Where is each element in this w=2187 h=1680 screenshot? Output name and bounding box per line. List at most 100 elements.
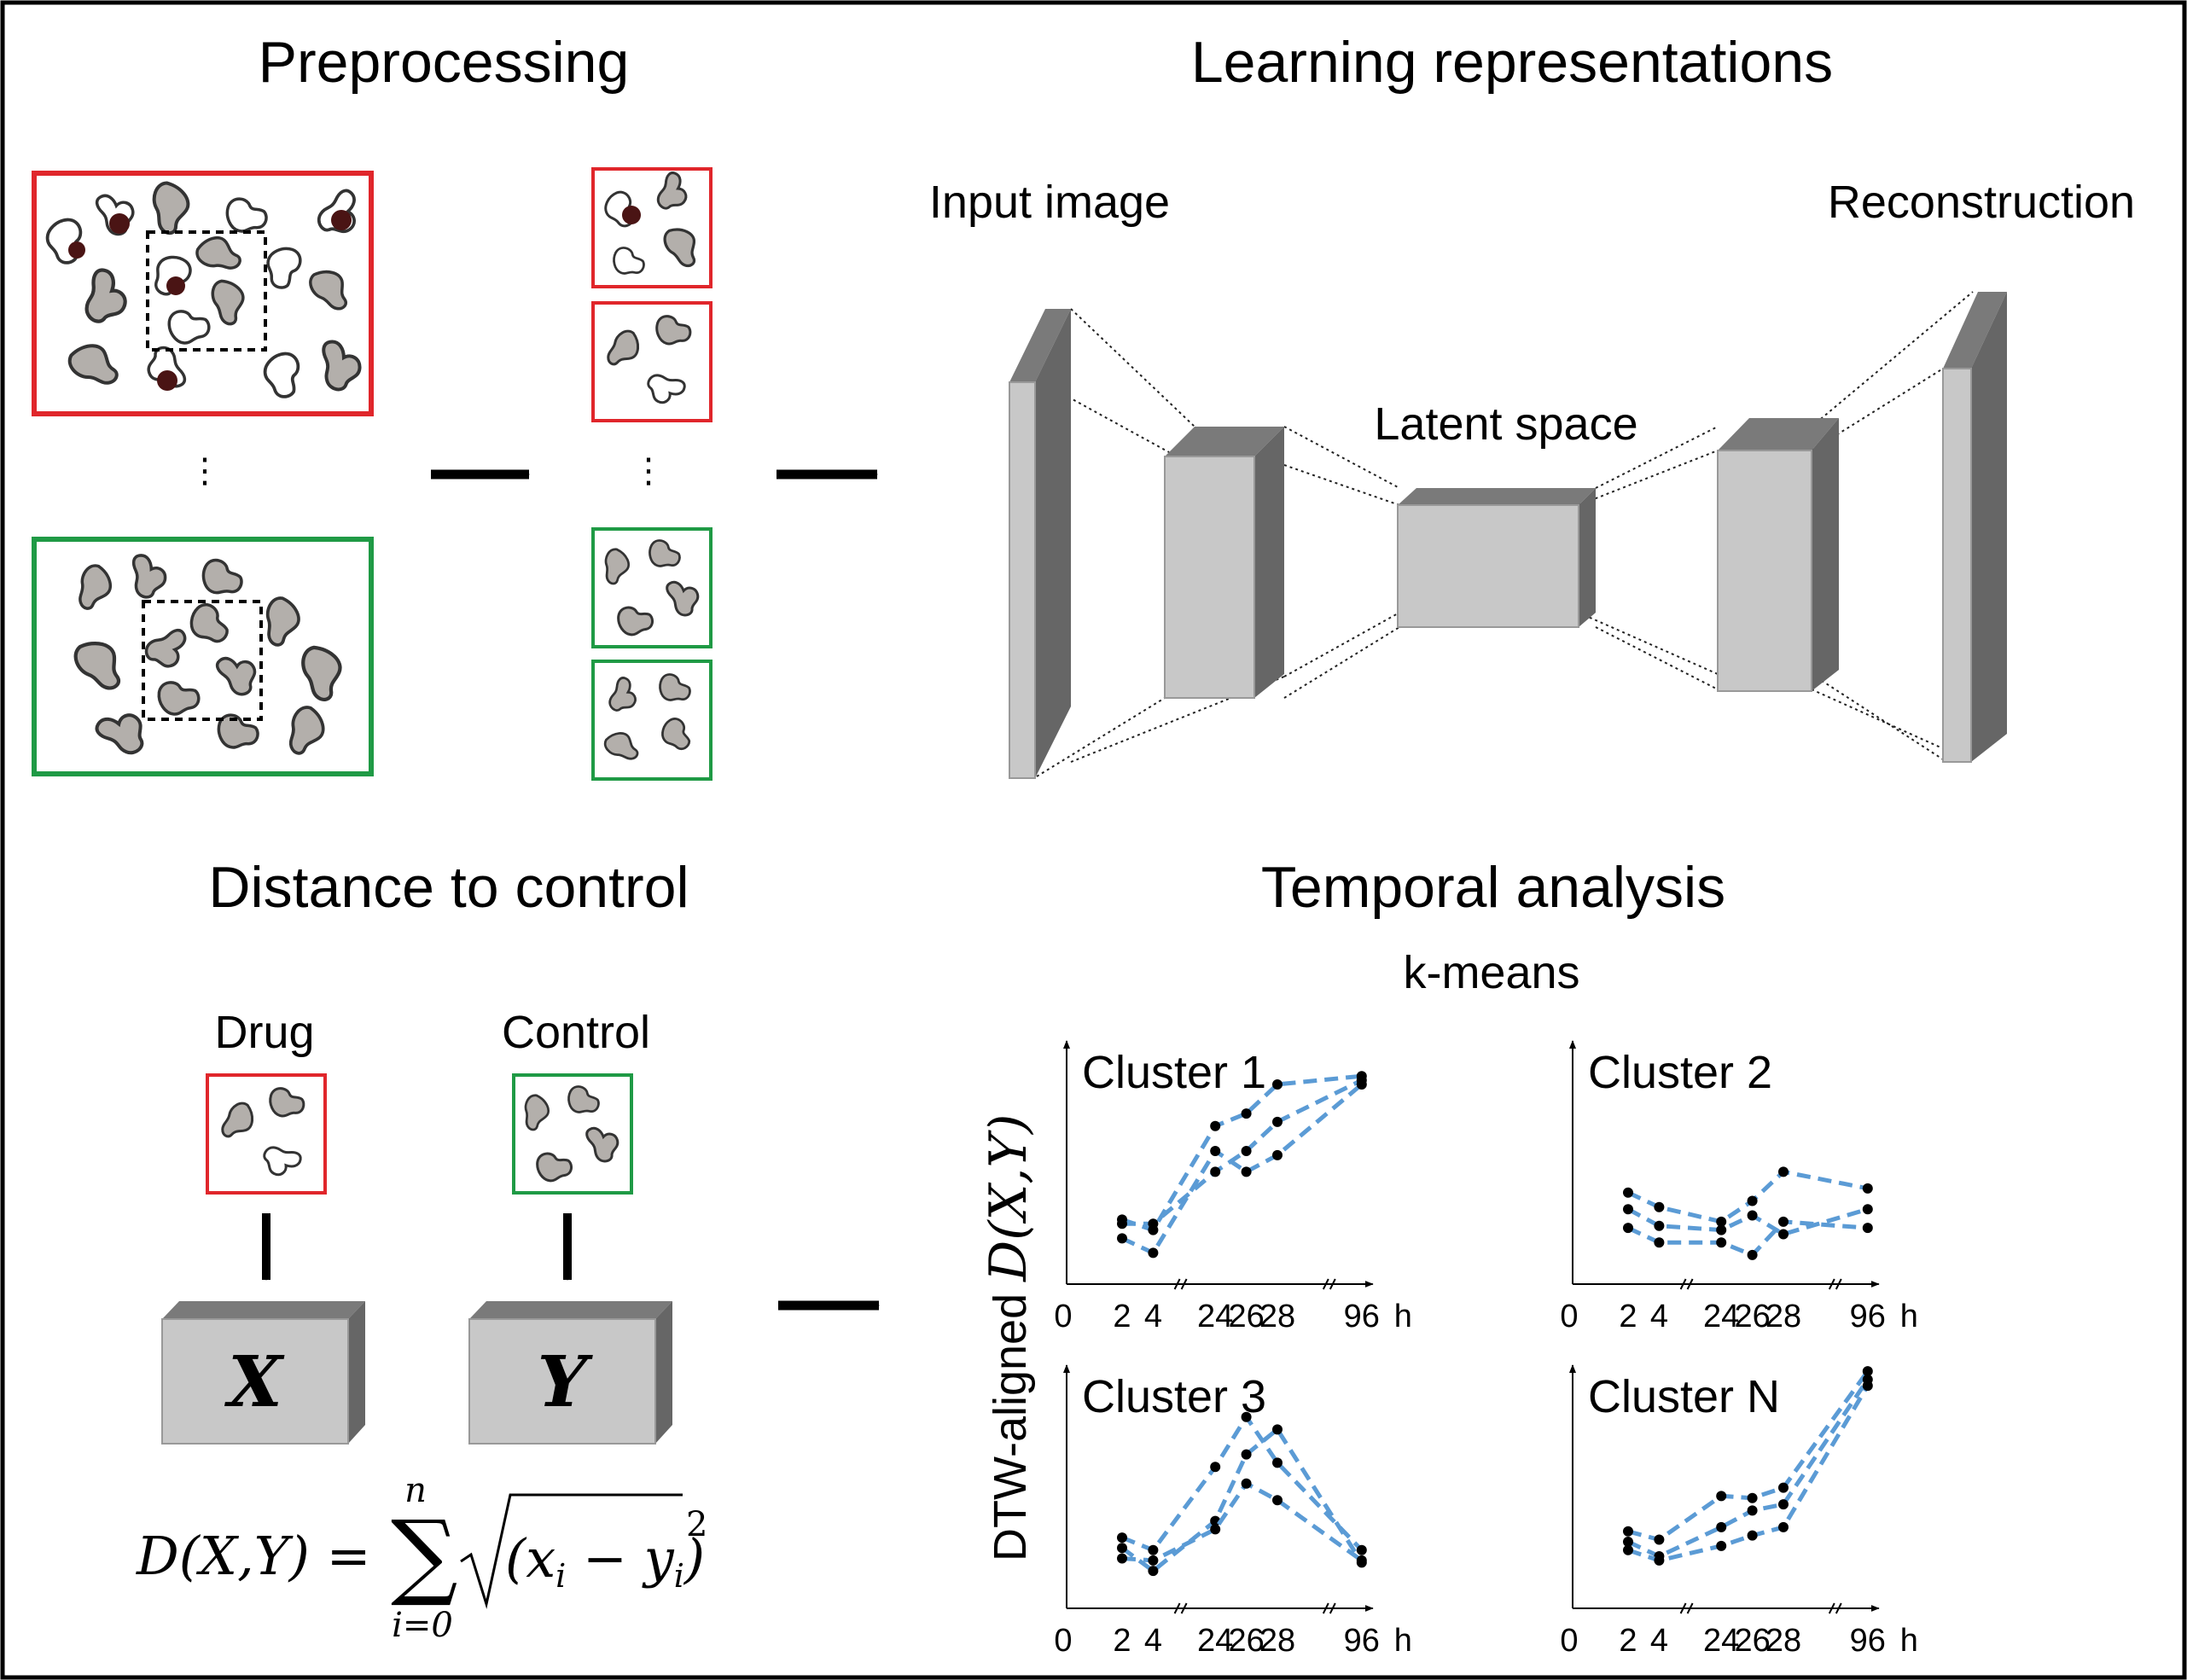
cluster-4-series-line: [1627, 1384, 1870, 1563]
cluster-3-data-point: [1356, 1555, 1367, 1566]
cluster-4-axis-break: [1828, 1602, 1842, 1614]
cluster-1-tick-label: 0: [1054, 1299, 1072, 1334]
cluster-2-data-point: [1623, 1223, 1633, 1234]
cluster-3-data-point: [1241, 1449, 1252, 1460]
cluster-2-series-line: [1626, 1169, 1869, 1224]
cluster-3-tick-label: 4: [1144, 1623, 1162, 1659]
cluster-4-tick-label: 24: [1703, 1623, 1739, 1659]
drug-field-cells: [40, 180, 370, 403]
y-block-front: [468, 1318, 656, 1445]
x-block-top: [162, 1301, 365, 1319]
formula-exponent: 2: [686, 1505, 707, 1544]
cluster-1-data-point: [1241, 1166, 1252, 1177]
drug-label: Drug: [214, 1007, 314, 1058]
latent-block-top: [1398, 488, 1596, 505]
formula-lhs: D(X,Y) =: [136, 1525, 371, 1587]
cluster-2-data-point: [1654, 1201, 1665, 1212]
cluster-1-x-unit: h: [1394, 1299, 1412, 1334]
cluster-2-data-point: [1654, 1220, 1665, 1231]
cluster-4-tick-label: 96: [1850, 1623, 1886, 1659]
cluster-1-tick-label: 26: [1228, 1299, 1264, 1334]
cluster-3-tick-label: 26: [1228, 1623, 1264, 1659]
temporal-panel: k-means DTW-alignedD(X,Y) Cluster 10 2 4 24…: [979, 947, 1918, 1659]
cluster-3-tick-label: 28: [1259, 1623, 1295, 1659]
title-preprocessing: Preprocessing: [259, 30, 630, 95]
preprocessing-panel: ⋮: [32, 167, 878, 781]
x-block-front: [161, 1318, 349, 1445]
cluster-3-tick-label: 0: [1054, 1623, 1072, 1659]
cluster-4-data-point: [1778, 1482, 1789, 1493]
cluster-1-series-line: [1120, 1083, 1364, 1256]
cluster-3-data-point: [1117, 1553, 1127, 1564]
control-sample-crop: [512, 1073, 633, 1195]
formula-radicand: (xi − yi): [505, 1527, 705, 1595]
cluster-3-data-point: [1210, 1462, 1221, 1473]
encoder-block-top: [1165, 427, 1284, 456]
drug-crop-1-cells: [599, 169, 700, 275]
encoder-block-side: [1254, 427, 1284, 698]
cluster-2-tick-label: 4: [1650, 1299, 1668, 1334]
cluster-3-data-point: [1148, 1566, 1159, 1577]
cluster-2-data-point: [1716, 1224, 1727, 1235]
autoencoder-panel: Input image Reconstruction Latent space: [929, 177, 2135, 779]
cluster-3-data-point: [1272, 1424, 1283, 1435]
summation-sign: ∑: [391, 1500, 458, 1609]
vertical-ellipsis-right: ⋮: [631, 452, 666, 490]
cluster-3-data-point: [1356, 1544, 1367, 1555]
input-slab-top: [1009, 309, 1071, 382]
drug-crop-2: [591, 301, 713, 422]
cluster-4-x-unit: h: [1900, 1623, 1918, 1659]
cluster-2-tick-label: 96: [1850, 1299, 1886, 1334]
cluster-1-axis-break: [1322, 1278, 1336, 1290]
cluster-1-data-point: [1210, 1120, 1221, 1131]
cluster-2-data-point: [1862, 1204, 1873, 1215]
control-crop-1: [591, 527, 713, 648]
cluster-4-tick-label: 2: [1619, 1623, 1637, 1659]
vertical-ellipsis-left: ⋮: [188, 452, 222, 490]
cluster-1-data-point: [1356, 1078, 1367, 1090]
cluster-1-data-point: [1272, 1078, 1283, 1090]
encoder-block-front: [1164, 456, 1255, 699]
control-label: Control: [502, 1007, 650, 1058]
cluster-1-data-point: [1272, 1116, 1283, 1127]
cluster-4-series-line: [1627, 1369, 1870, 1543]
latent-block-side: [1579, 488, 1596, 627]
y-axis-label: DTW-alignedD(X,Y): [979, 1114, 1038, 1561]
cluster-1-data-point: [1148, 1218, 1159, 1229]
y-vector-symbol: Y: [538, 1341, 594, 1423]
sum-lower-limit: i=0: [392, 1606, 453, 1645]
cluster-2-data-point: [1862, 1223, 1873, 1234]
cluster-2-tick-label: 26: [1734, 1299, 1770, 1334]
cluster-4-data-point: [1623, 1536, 1633, 1547]
cluster-1-tick-label: 28: [1259, 1299, 1295, 1334]
cluster-1-tick-label: 96: [1344, 1299, 1380, 1334]
cluster-1-tick-label: 2: [1113, 1299, 1131, 1334]
cluster-3-tick-label: 96: [1344, 1623, 1380, 1659]
cluster-1-data-point: [1148, 1247, 1159, 1259]
cluster-4-data-point: [1747, 1492, 1758, 1503]
cluster-2-tick-label: 0: [1560, 1299, 1578, 1334]
title-learning-representations: Learning representations: [1191, 30, 1833, 95]
cluster-1-series-line: [1121, 1073, 1363, 1233]
cluster-2-series-line: [1626, 1206, 1869, 1237]
cluster-4-data-point: [1747, 1530, 1758, 1541]
cluster-2-data-point: [1778, 1166, 1789, 1177]
decoder-block-top: [1718, 418, 1839, 451]
cluster-1-data-point: [1241, 1108, 1252, 1119]
y-block-top: [469, 1301, 672, 1319]
cluster-3-data-point: [1241, 1478, 1252, 1489]
cluster-4-data-point: [1778, 1521, 1789, 1532]
cluster-4-data-point: [1654, 1555, 1665, 1566]
reconstruction-label: Reconstruction: [1828, 177, 2135, 228]
cluster-3-axis-break: [1173, 1602, 1188, 1614]
cluster-3-tick-label: 2: [1113, 1623, 1131, 1659]
cluster-2-tick-label: 24: [1703, 1299, 1739, 1334]
distance-panel: Drug Control X Y D(X,Y) = ∑: [136, 1007, 880, 1645]
cluster-2-tick-label: 28: [1765, 1299, 1801, 1334]
cluster-3-x-unit: h: [1394, 1623, 1412, 1659]
